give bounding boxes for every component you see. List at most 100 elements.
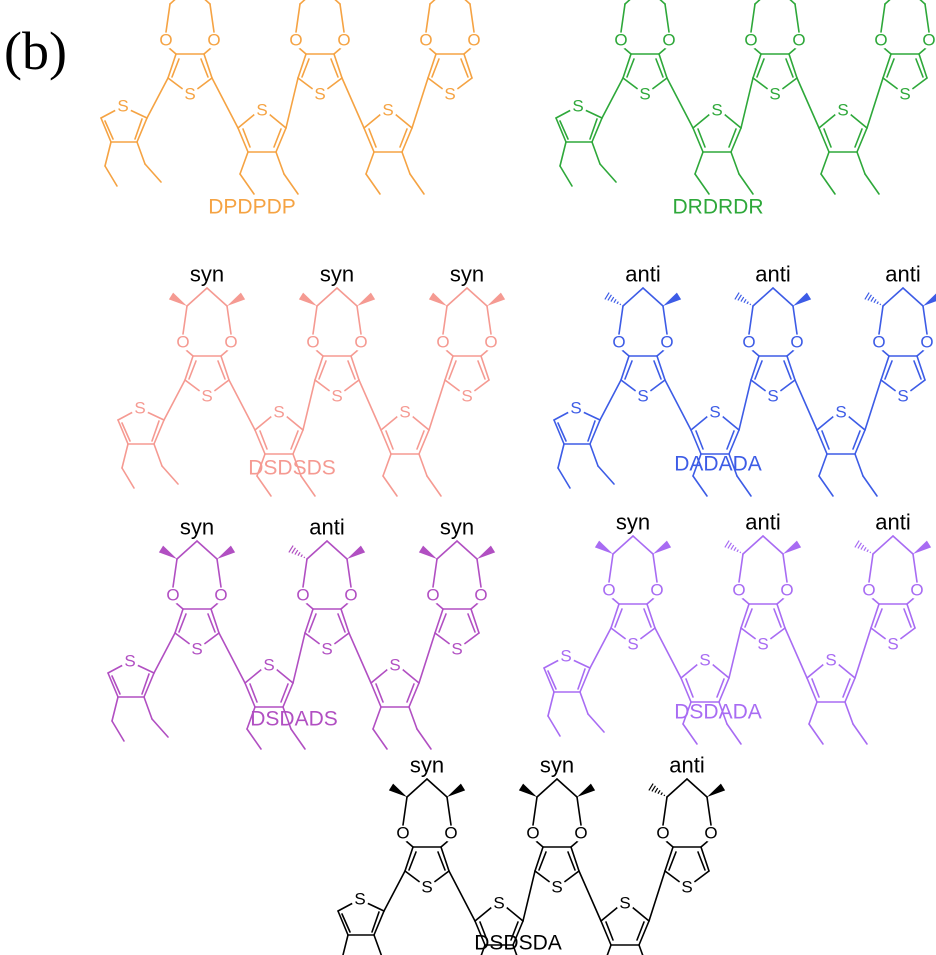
hash-wedge-bond-hash [863,546,867,552]
molecule-name: DSDSDS [248,457,336,480]
bond [612,535,634,555]
bond [210,608,220,634]
bond [312,305,318,335]
ethyl-bond [416,728,432,750]
bond [620,3,626,33]
bond [470,608,480,634]
bond [534,870,552,884]
bond [446,796,452,826]
bond [656,349,665,357]
bond [898,627,916,641]
bond-double [280,683,289,703]
bond [429,0,436,5]
oxygen-atom-bg [342,586,360,604]
bond [297,77,315,91]
ethyl-bond [143,696,153,720]
ethyl-bond [111,720,125,742]
bond [878,305,884,335]
wedge-bond [477,545,496,559]
sulfur-atom: S [461,387,472,406]
sulfur-atom-bg [834,101,852,119]
bond-double [301,58,310,78]
ethyl-bond [597,465,615,485]
bond [305,602,314,610]
bond [404,846,414,872]
bond [401,127,413,153]
bond [750,355,760,381]
bond [237,113,256,129]
sulfur-atom-bg [696,651,714,669]
bond [100,109,117,119]
bond [117,411,134,421]
bond-link [341,77,365,129]
ethyl-bond [292,453,302,477]
bond [480,355,490,381]
bond [608,553,614,583]
bond [752,77,770,91]
oxygen-atom: O [419,31,432,50]
bond [849,113,868,129]
ethyl-bond [559,141,567,167]
bond [600,906,619,922]
ethyl-bond [736,475,752,497]
bond-double [811,678,820,698]
bond [254,429,266,455]
bond [314,379,332,393]
bond [718,677,730,703]
bond [428,47,437,55]
ethyl-bond [111,696,119,722]
ethyl-bond [854,453,864,477]
bond-double [259,430,268,450]
sulfur-atom: S [639,85,650,104]
sulfur-atom: S [637,387,648,406]
bond [153,419,165,445]
hash-wedge-bond-hash [854,540,860,548]
ethyl-bond [808,701,818,725]
oxygen-atom-bg [394,824,412,842]
bond [182,305,188,335]
bond [788,53,798,79]
oxygen-atom-bg [730,581,748,599]
sulfur-atom: S [451,640,462,659]
bond [892,535,914,555]
bond [402,796,408,826]
oxygen-atom-bg [740,333,758,351]
sulfur-atom-bg [386,656,404,674]
bond [692,127,704,153]
bond [434,632,452,646]
sulfur-atom-bg [121,652,139,670]
bond-double [408,851,417,871]
oxygen-atom: O [656,824,669,843]
bond [692,870,710,884]
bond-link [418,632,436,684]
bond-link [794,379,818,431]
bond [910,77,928,91]
oxygen-atom-bg [658,333,676,351]
bond-double [783,360,792,380]
oxygen-atom: O [790,333,803,352]
bond [212,379,230,393]
bond [576,796,582,826]
oxygen-atom: O [354,333,367,352]
bond [442,305,448,335]
oxygen-atom-bg [660,31,678,49]
bond [342,379,360,393]
stereo-label-anti: anti [875,510,910,535]
hash-wedge-bond-hash [300,554,303,558]
oxygen-atom: O [484,333,497,352]
bond [332,632,350,646]
bond [664,870,682,884]
hash-wedge-bond [854,540,872,554]
stereo-label-anti: anti [309,515,344,540]
ethyl-bond [342,934,349,955]
sulfur-atom-bg [458,387,476,405]
oxygen-atom-bg [654,824,672,842]
bond-double [341,913,351,933]
bond-link [578,870,602,922]
bond [872,535,894,555]
bond [690,415,709,431]
stereo-label-anti: anti [745,510,780,535]
oxygen-atom-bg [174,333,192,351]
bond [373,910,385,936]
